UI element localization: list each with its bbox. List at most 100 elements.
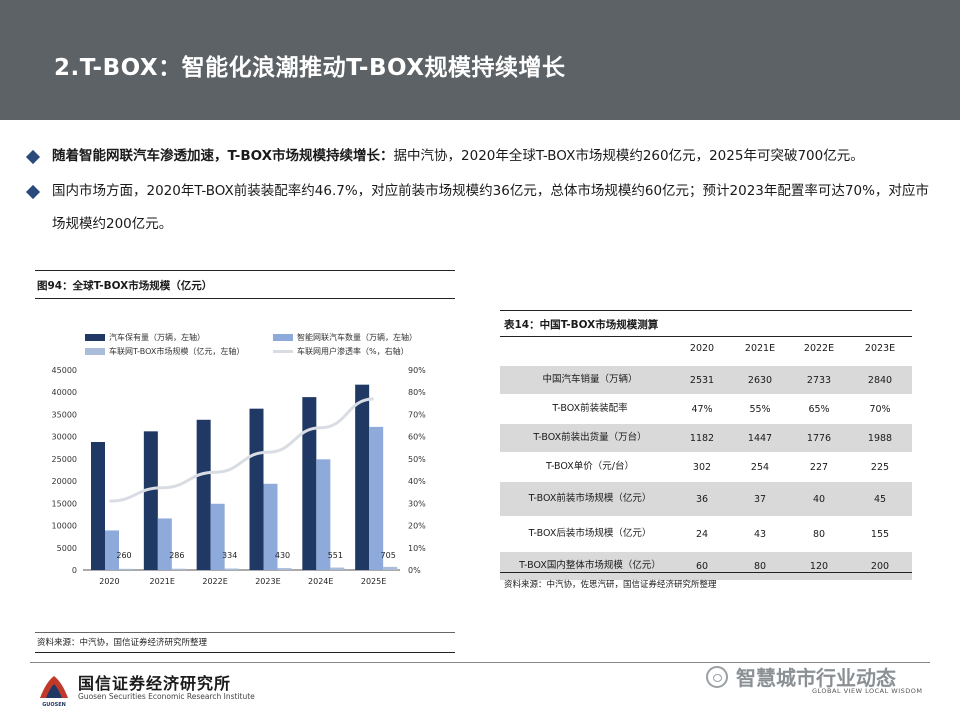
legend-item: 车联网T-BOX市场规模（亿元，左轴） xyxy=(85,346,244,357)
bar-connected xyxy=(105,530,119,570)
bullet-list: 随着智能网联汽车渗透加速，T-BOX市场规模持续增长：据中汽协，2020年全球T… xyxy=(25,140,936,243)
bar-data-label: 551 xyxy=(328,551,343,560)
table-column-header: 2022E xyxy=(803,343,835,354)
bar-data-label: 260 xyxy=(116,551,131,560)
y-left-tick-label: 0 xyxy=(72,566,77,575)
y-left-tick-label: 40000 xyxy=(52,388,77,397)
table-cell: 227 xyxy=(809,461,829,473)
y-left-tick-label: 35000 xyxy=(52,410,77,419)
table-cell: 40 xyxy=(812,493,826,505)
row-label: T-BOX前装出货量（万台） xyxy=(533,432,647,443)
table-cell: 120 xyxy=(809,560,829,572)
title-banner: 2.T-BOX：智能化浪潮推动T-BOX规模持续增长 xyxy=(0,0,960,120)
x-tick-label: 2020 xyxy=(99,577,119,586)
bullet-bold-lead: 随着智能网联汽车渗透加速，T-BOX市场规模持续增长： xyxy=(52,148,394,164)
figure-end-rule xyxy=(35,652,455,653)
table-cell: 70% xyxy=(869,403,891,415)
legend-item: 智能网联汽车数量（万辆，左轴） xyxy=(273,332,417,343)
legend-item: 车联网用户渗透率（%，右轴） xyxy=(273,346,409,357)
bullet-text: 国内市场方面，2020年T-BOX前装装配率约46.7%，对应前装市场规模约36… xyxy=(52,183,929,232)
figure-bottom-rule xyxy=(35,632,455,633)
bullet-item: 国内市场方面，2020年T-BOX前装装配率约46.7%，对应前装市场规模约36… xyxy=(25,175,936,241)
bar-tbox xyxy=(330,567,345,570)
bar-connected xyxy=(210,503,225,570)
table-column-header: 2020 xyxy=(689,343,715,354)
row-label: T-BOX单价（元/台） xyxy=(546,461,634,472)
table-cell: 2531 xyxy=(689,374,715,386)
x-tick-label: 2023E xyxy=(255,577,280,586)
table-caption: 表14：中国T-BOX市场规模测算 xyxy=(504,319,659,331)
wechat-icon xyxy=(706,665,728,688)
penetration-line xyxy=(109,397,374,503)
bar-data-label: 430 xyxy=(275,551,290,560)
bar-tbox xyxy=(119,568,133,570)
table-cell: 302 xyxy=(692,461,712,473)
row-label: T-BOX后装市场规模（亿元） xyxy=(528,528,652,539)
table-cell: 254 xyxy=(750,461,770,473)
table-row: T-BOX单价（元/台） 302 254 227 225 xyxy=(500,453,912,481)
table-cell: 37 xyxy=(753,493,767,505)
footer-rule xyxy=(30,662,930,663)
bar-vehicles xyxy=(143,431,158,570)
y-right-tick-label: 60% xyxy=(408,433,426,442)
bar-vehicles xyxy=(196,419,211,570)
table-cell: 55% xyxy=(749,403,771,415)
logo-badge-text: GUOSEN xyxy=(42,702,66,708)
diamond-bullet-icon xyxy=(25,184,41,200)
x-tick-label: 2025E xyxy=(361,577,386,586)
bar-connected xyxy=(157,518,172,570)
bar-data-label: 334 xyxy=(222,551,237,560)
table-bottom-rule xyxy=(500,572,912,573)
table-column-header: 2023E xyxy=(864,343,896,354)
footer-slogan: GLOBAL VIEW LOCAL WISDOM xyxy=(812,687,923,695)
bar-tbox xyxy=(224,568,239,570)
table-cell: 36 xyxy=(695,493,709,505)
y-left-tick-label: 20000 xyxy=(52,477,77,486)
table-row: T-BOX后装市场规模（亿元） 24 43 80 155 xyxy=(500,517,912,551)
table-row: T-BOX前装出货量（万台） 1182 1447 1776 1988 xyxy=(500,424,912,452)
legend-label: 智能网联汽车数量（万辆，左轴） xyxy=(297,333,417,342)
bar-data-label: 286 xyxy=(169,551,184,560)
y-right-tick-label: 0% xyxy=(408,566,421,575)
table-cell: 1776 xyxy=(806,432,832,444)
bar-vehicles xyxy=(249,408,264,570)
y-right-tick-label: 30% xyxy=(408,499,426,508)
x-tick-label: 2021E xyxy=(150,577,175,586)
bar-connected xyxy=(316,459,331,570)
y-left-tick-label: 45000 xyxy=(52,366,77,375)
legend-swatch xyxy=(273,334,293,341)
y-left-tick-label: 15000 xyxy=(52,499,77,508)
y-right-tick-label: 90% xyxy=(408,366,426,375)
bar-tbox xyxy=(171,568,186,570)
watermark-text: 智慧城市行业动态 xyxy=(736,666,896,690)
y-right-tick-label: 10% xyxy=(408,544,426,553)
y-right-tick-label: 20% xyxy=(408,522,426,531)
bar-tbox xyxy=(277,568,292,570)
y-right-tick-label: 40% xyxy=(408,477,426,486)
table-row: T-BOX前装装配率 47% 55% 65% 70% xyxy=(500,395,912,423)
table-cell: 200 xyxy=(870,560,890,572)
legend-swatch xyxy=(85,334,105,341)
table-cell: 47% xyxy=(691,403,713,415)
bar-vehicles xyxy=(302,397,317,570)
x-tick-label: 2024E xyxy=(308,577,333,586)
table-column-header: 2021E xyxy=(744,343,776,354)
figure-source: 资料来源：中汽协，国信证券经济研究所整理 xyxy=(37,638,208,648)
table-cell: 1447 xyxy=(747,432,773,444)
table-cell: 60 xyxy=(695,560,709,572)
table-cell: 1988 xyxy=(867,432,893,444)
diamond-bullet-icon xyxy=(25,149,41,165)
bullet-text: 据中汽协，2020年全球T-BOX市场规模约260亿元，2025年可突破700亿… xyxy=(393,148,864,164)
table-caption-rule xyxy=(500,336,912,337)
table-cell: 80 xyxy=(812,528,826,540)
table-row: T-BOX前装市场规模（亿元） 36 37 40 45 xyxy=(500,482,912,516)
figure-top-rule xyxy=(35,270,455,271)
table-cell: 65% xyxy=(808,403,830,415)
y-right-tick-label: 80% xyxy=(408,388,426,397)
legend-label: 汽车保有量（万辆，左轴） xyxy=(109,333,205,342)
row-label: T-BOX前装市场规模（亿元） xyxy=(528,493,652,504)
table-cell: 80 xyxy=(753,560,767,572)
figure-caption-rule xyxy=(35,298,455,299)
y-left-tick-label: 5000 xyxy=(57,544,77,553)
row-label: T-BOX国内整体市场规模（亿元） xyxy=(519,560,661,571)
